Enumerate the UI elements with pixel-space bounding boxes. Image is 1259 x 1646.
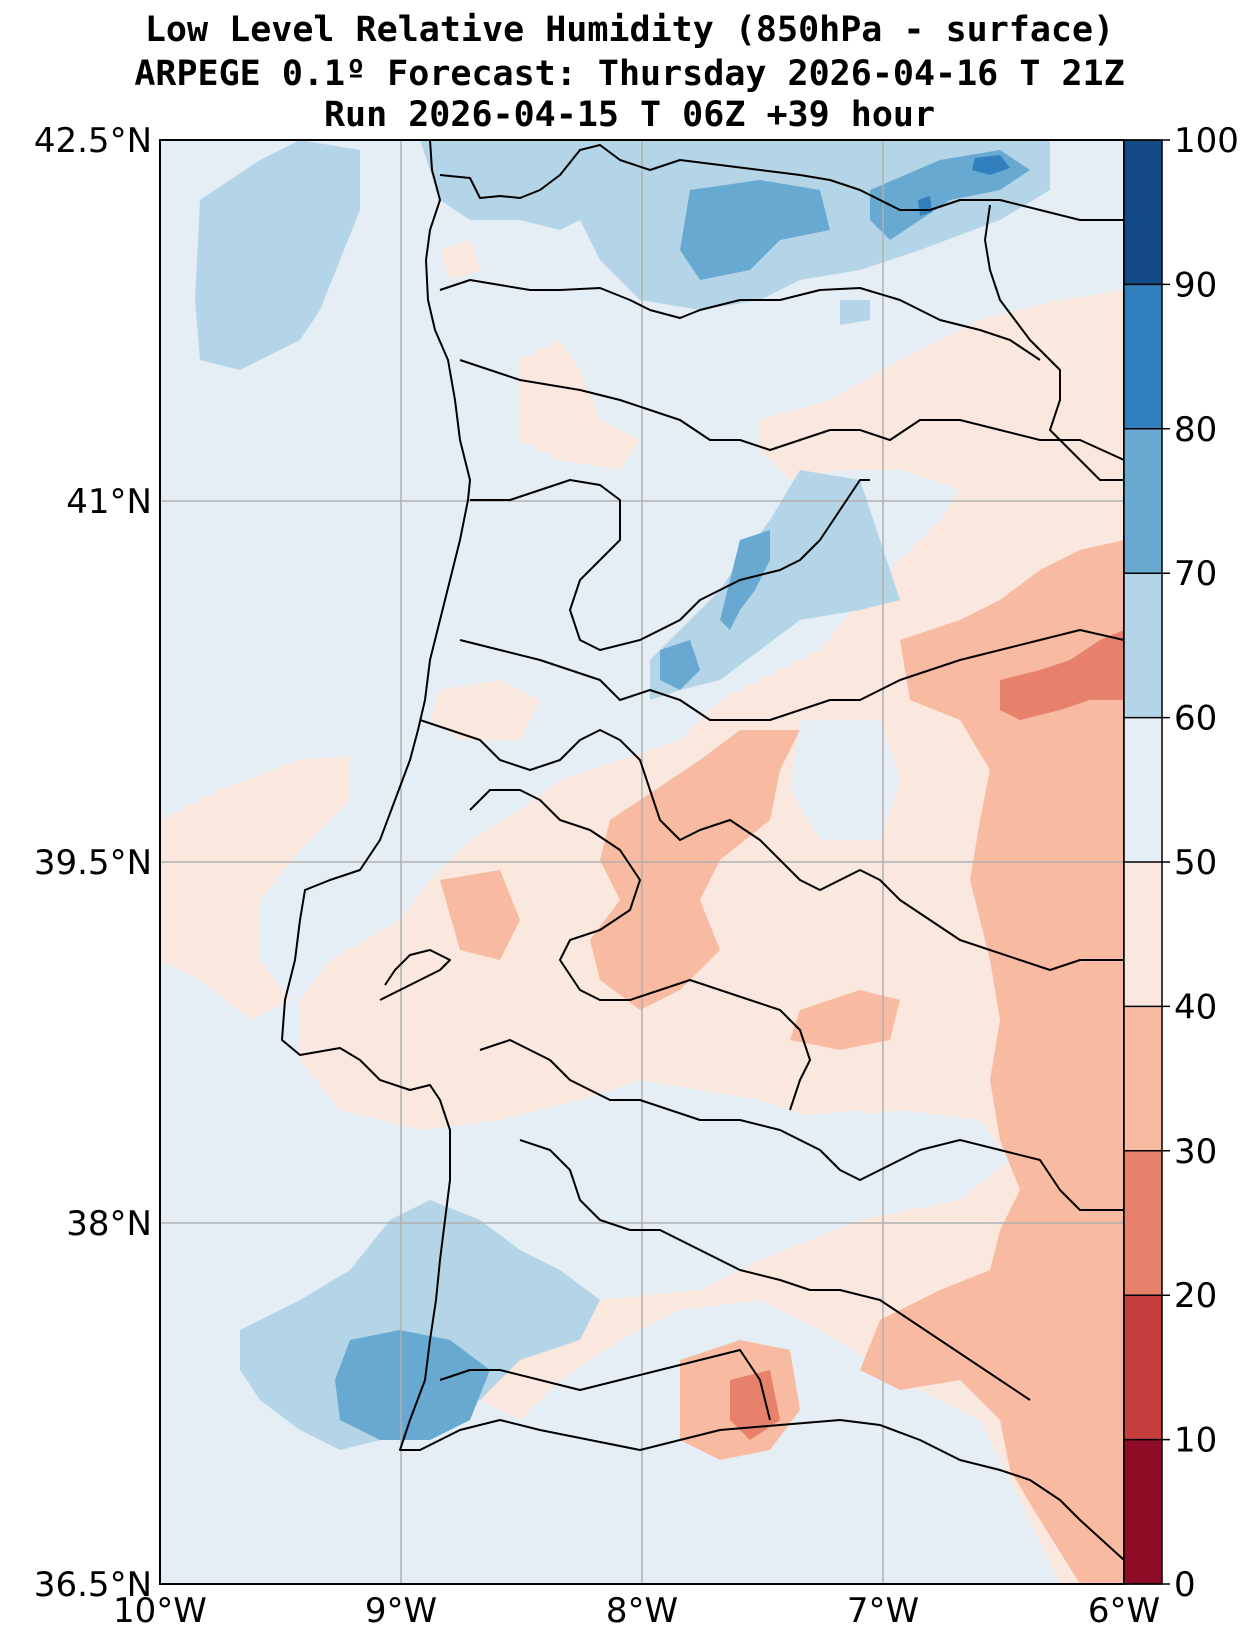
contour-60-70-sw-ocean xyxy=(240,1200,600,1450)
contour-70-80-center-2 xyxy=(660,640,700,690)
contour-60-70-north-dot xyxy=(840,300,870,325)
colorbar-segment-8 xyxy=(1124,284,1162,429)
lat-tick-label-4: 36.5°N xyxy=(34,1565,152,1605)
contour-40-50-nw xyxy=(440,240,480,280)
contour-70-80-sw xyxy=(335,1330,490,1440)
lon-tick-label-4: 6°W xyxy=(1088,1591,1160,1631)
colorbar-label-9: 90 xyxy=(1174,265,1217,305)
district-border-4 xyxy=(459,629,1124,721)
lat-tick-label-1: 41°N xyxy=(66,482,152,522)
algarve-border xyxy=(439,1349,771,1421)
tagus-estuary xyxy=(379,949,451,1001)
contour-60-70-center xyxy=(650,470,900,700)
lat-tick-label-3: 38°N xyxy=(66,1204,152,1244)
lon-tick-label-1: 9°W xyxy=(365,1591,437,1631)
contour-20-30-algarve xyxy=(730,1370,780,1440)
contour-70-80-center xyxy=(720,530,770,630)
contour-30-40-interior-south xyxy=(790,990,900,1050)
colorbar-segment-2 xyxy=(1124,1150,1162,1296)
north-spain-border xyxy=(439,144,1124,221)
colorbar-label-1: 10 xyxy=(1174,1421,1217,1461)
colorbar-label-4: 40 xyxy=(1174,987,1217,1027)
colorbar-segment-5 xyxy=(1124,717,1162,862)
contour-40-50-north xyxy=(520,340,640,470)
colorbar-label-10: 100 xyxy=(1174,121,1239,161)
colorbar-label-7: 70 xyxy=(1174,554,1217,594)
lon-tick-label-2: 8°W xyxy=(606,1591,678,1631)
contour-20-30-east xyxy=(1000,630,1124,720)
lon-tick-label-0: 10°W xyxy=(113,1591,207,1631)
atlantic-coastline xyxy=(281,140,1124,1561)
district-border-3 xyxy=(470,479,870,651)
contour-60-70-nw-ocean xyxy=(195,140,360,370)
district-border-7 xyxy=(479,1039,1124,1211)
district-border-2 xyxy=(459,359,1124,461)
contour-50-60-interior xyxy=(790,720,900,840)
colorbar-label-6: 60 xyxy=(1174,699,1217,739)
longitude-axis: 10°W 9°W 8°W 7°W 6°W xyxy=(113,1591,1160,1631)
contour-40-50-west xyxy=(160,756,350,1020)
contour-30-40-east xyxy=(860,540,1124,1584)
colorbar-segment-6 xyxy=(1124,573,1162,718)
district-border-5 xyxy=(419,719,1124,971)
portugal-spain-border xyxy=(984,204,1124,481)
lon-tick-label-3: 7°W xyxy=(847,1591,919,1631)
map-title-line2: ARPEGE 0.1º Forecast: Thursday 2026-04-1… xyxy=(134,54,1125,94)
district-border-8 xyxy=(519,1139,1031,1401)
colorbar: 0 10 20 30 40 50 60 70 80 90 100 xyxy=(1123,121,1239,1605)
lat-tick-label-0: 42.5°N xyxy=(34,121,152,161)
colorbar-label-3: 30 xyxy=(1174,1132,1217,1172)
colorbar-label-8: 80 xyxy=(1174,410,1217,450)
colorbar-segment-1 xyxy=(1124,1295,1162,1440)
colorbar-segment-4 xyxy=(1124,862,1162,1007)
colorbar-label-2: 20 xyxy=(1174,1276,1217,1316)
coastline-and-borders xyxy=(281,140,1124,1561)
district-border-6 xyxy=(469,789,811,1111)
latitude-axis: 42.5°N 41°N 39.5°N 38°N 36.5°N xyxy=(34,121,152,1605)
contour-80-90-ne xyxy=(972,155,1010,175)
map-title-line1: Low Level Relative Humidity (850hPa - su… xyxy=(144,10,1115,50)
map-title-line3: Run 2026-04-15 T 06Z +39 hour xyxy=(323,95,936,135)
colorbar-label-0: 0 xyxy=(1174,1565,1196,1605)
colorbar-segment-3 xyxy=(1124,1006,1162,1151)
lat-tick-label-2: 39.5°N xyxy=(34,843,152,883)
contour-50-60-south xyxy=(760,1110,920,1210)
colorbar-label-5: 50 xyxy=(1174,843,1217,883)
contour-30-40-small xyxy=(440,870,520,960)
colorbar-segment-0 xyxy=(1124,1439,1162,1584)
colorbar-segment-9 xyxy=(1124,140,1162,285)
contour-70-80-north xyxy=(680,180,830,280)
colorbar-segment-7 xyxy=(1124,428,1162,574)
district-border-north xyxy=(439,279,1041,361)
contour-40-50-coast xyxy=(430,680,540,740)
